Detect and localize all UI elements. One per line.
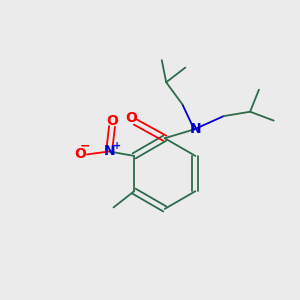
Text: −: − — [80, 140, 90, 153]
Text: O: O — [106, 114, 118, 128]
Text: O: O — [75, 147, 86, 161]
Text: N: N — [103, 145, 115, 158]
Text: N: N — [190, 122, 201, 136]
Text: +: + — [113, 141, 122, 151]
Text: O: O — [125, 111, 137, 124]
